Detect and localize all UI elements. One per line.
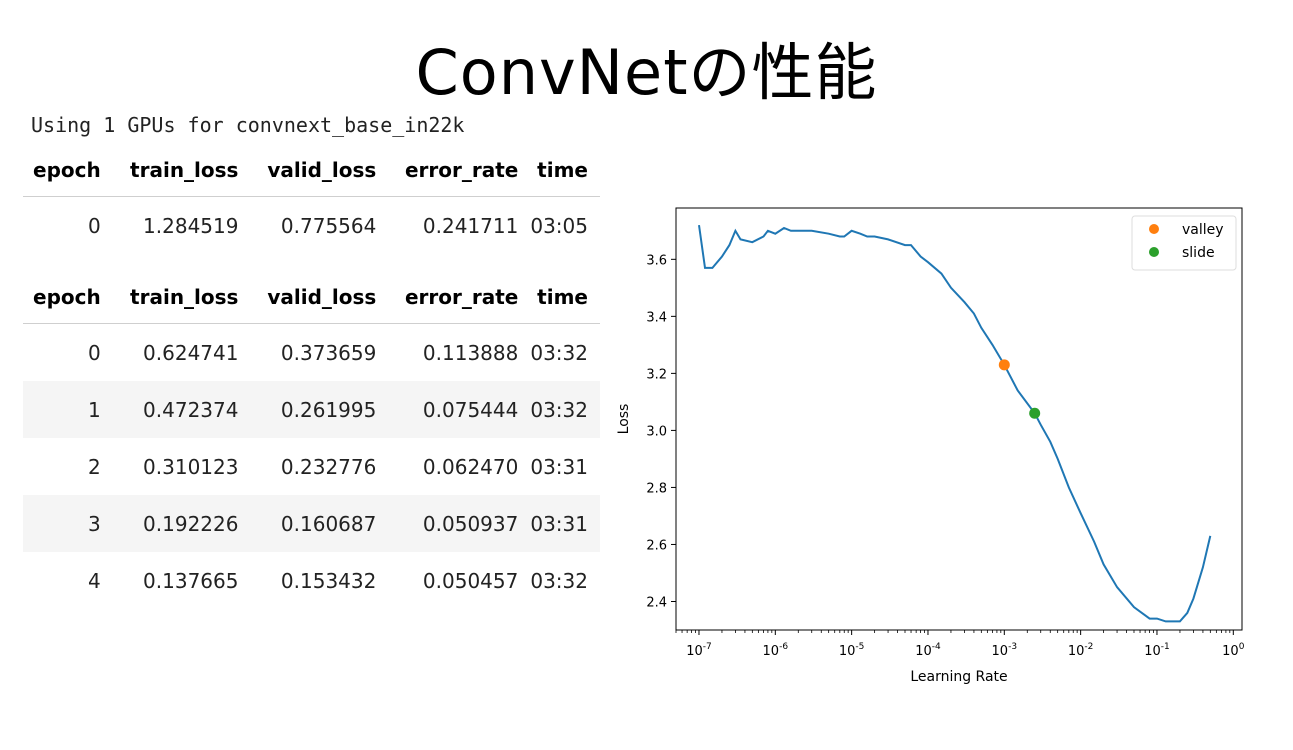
x-tick-label: 10-5 (839, 642, 865, 659)
column-header: train_loss (112, 144, 251, 197)
training-table-2: epoch train_loss valid_loss error_rate t… (23, 271, 600, 609)
legend-slide-marker (1149, 247, 1159, 257)
markers (998, 359, 1041, 419)
x-tick-label: 100 (1222, 642, 1245, 659)
log-line: Using 1 GPUs for convnext_base_in22k (31, 113, 465, 137)
table-cell: 0.050457 (422, 568, 519, 593)
table-cell: 03:32 (530, 381, 600, 438)
table-cell: 03:32 (530, 340, 588, 365)
table-cell: 0.373659 (280, 340, 377, 365)
slide-title: ConvNetの性能 (415, 36, 878, 109)
table-cell: 3 (23, 495, 113, 552)
table-cell: 0 (88, 213, 101, 238)
slide-marker (1029, 407, 1041, 419)
table-cell: 0.050937 (388, 495, 531, 552)
y-tick-label: 2.4 (646, 595, 667, 610)
column-header: time (530, 271, 600, 324)
table-cell: 0.261995 (250, 381, 389, 438)
table-cell: 1 (23, 381, 113, 438)
table-row: 4 0.137665 0.153432 0.050457 03:32 (23, 552, 600, 609)
table-cell: 03:31 (530, 495, 600, 552)
column-header: error_rate (388, 271, 531, 324)
table-row: 1 0.472374 0.261995 0.075444 03:32 (23, 381, 600, 438)
x-tick-label: 10-3 (992, 642, 1018, 659)
legend-valley-label: valley (1182, 222, 1224, 238)
x-axis: 10-7 10-6 10-5 10-4 10-3 10-2 10-1 100 (675, 630, 1245, 659)
column-header: train_loss (112, 271, 251, 324)
x-tick-label: 10-1 (1144, 642, 1170, 659)
table-cell: 0.137665 (143, 568, 239, 593)
y-tick-label: 3.2 (646, 367, 667, 382)
table-cell: 0.075444 (388, 381, 531, 438)
y-tick-label: 3.6 (646, 253, 667, 268)
table-cell: 0.310123 (143, 454, 239, 479)
x-tick-label: 10-4 (915, 642, 941, 659)
y-tick-label: 3.0 (646, 424, 667, 439)
x-tick-label: 10-7 (686, 642, 712, 659)
x-tick-label: 10-6 (763, 642, 789, 659)
table-header-row: epoch train_loss valid_loss error_rate t… (23, 271, 600, 324)
y-tick-label: 2.8 (646, 481, 667, 496)
y-axis: 2.4 2.6 2.8 3.0 3.2 3.4 3.6 (646, 253, 676, 610)
table-row: 0 1.284519 0.775564 0.241711 03:05 (23, 197, 600, 255)
loss-curve-line (698, 224, 1212, 623)
table-cell: 0.241711 (422, 213, 519, 238)
y-tick-label: 2.6 (646, 538, 667, 553)
plot-frame (675, 207, 1243, 631)
table-cell: 4 (88, 568, 101, 593)
table-cell: 1.284519 (143, 213, 239, 238)
column-header: epoch (23, 144, 113, 197)
x-tick-label: 10-2 (1068, 642, 1094, 659)
column-header: error_rate (388, 144, 531, 197)
column-header: time (530, 144, 600, 197)
table-cell: 0 (88, 340, 101, 365)
table-cell: 0.113888 (422, 340, 519, 365)
x-axis-label: Learning Rate (910, 669, 1007, 685)
legend-valley-marker (1149, 224, 1159, 234)
table-cell: 0.775564 (280, 213, 377, 238)
column-header: epoch (23, 271, 113, 324)
table-cell: 03:05 (530, 213, 588, 238)
table-cell: 0.062470 (422, 454, 519, 479)
column-header: valid_loss (250, 271, 389, 324)
table-cell: 0.624741 (143, 340, 239, 365)
valley-marker (998, 359, 1010, 371)
table-cell: 0.472374 (112, 381, 251, 438)
table-row: 0 0.624741 0.373659 0.113888 03:32 (23, 324, 600, 382)
table-row: 3 0.192226 0.160687 0.050937 03:31 (23, 495, 600, 552)
training-table-1: epoch train_loss valid_loss error_rate t… (23, 144, 600, 254)
legend-slide-label: slide (1182, 245, 1215, 261)
table-cell: 0.160687 (250, 495, 389, 552)
table-cell: 0.232776 (280, 454, 377, 479)
y-axis-label: Loss (616, 404, 632, 435)
column-header: valid_loss (250, 144, 389, 197)
table-cell: 0.153432 (280, 568, 377, 593)
table-row: 2 0.310123 0.232776 0.062470 03:31 (23, 438, 600, 495)
chart-legend: valley slide (1131, 215, 1237, 271)
table-cell: 03:32 (530, 568, 588, 593)
table-header-row: epoch train_loss valid_loss error_rate t… (23, 144, 600, 197)
table-cell: 2 (88, 454, 101, 479)
table-cell: 0.192226 (112, 495, 251, 552)
y-tick-label: 3.4 (646, 310, 667, 325)
table-cell: 03:31 (530, 454, 588, 479)
lr-finder-chart: 2.42.62.83.03.23.43.6 10-7 10-6 10-5 10-4 10… (616, 207, 1245, 685)
